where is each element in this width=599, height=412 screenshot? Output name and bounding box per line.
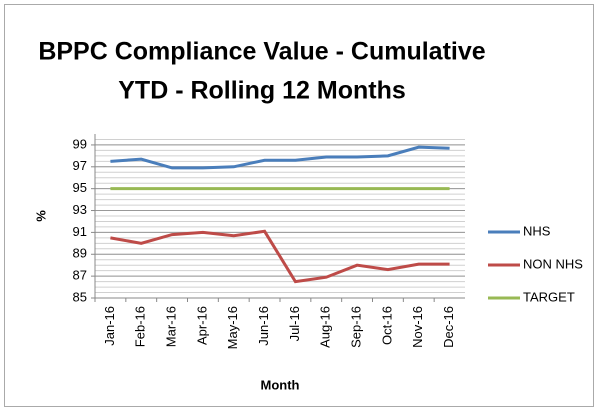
x-tick-label: Jun-16 bbox=[256, 306, 271, 346]
y-tick-label: 93 bbox=[73, 202, 87, 217]
x-tick-label: May-16 bbox=[225, 306, 240, 349]
y-tick-label: 89 bbox=[73, 246, 87, 261]
y-tick-label: 85 bbox=[73, 289, 87, 304]
legend-label: TARGET bbox=[523, 289, 575, 304]
y-tick-label: 95 bbox=[73, 180, 87, 195]
y-tick-label: 91 bbox=[73, 224, 87, 239]
x-tick-label: Jan-16 bbox=[102, 306, 117, 346]
chart-title: BPPC Compliance Value - Cumulative bbox=[38, 38, 485, 66]
x-tick-label: Jul-16 bbox=[287, 306, 302, 341]
series-line bbox=[110, 229, 450, 284]
x-tick-label: Mar-16 bbox=[164, 306, 179, 347]
y-tick-label: 87 bbox=[73, 268, 87, 283]
y-tick-label: 97 bbox=[73, 158, 87, 173]
x-tick-label: Nov-16 bbox=[410, 306, 425, 348]
legend-label: NON NHS bbox=[523, 256, 583, 271]
x-tick-label: Apr-16 bbox=[194, 306, 209, 345]
series-line bbox=[110, 145, 450, 170]
x-tick-label: Aug-16 bbox=[318, 306, 333, 348]
x-axis-label: Month bbox=[261, 377, 300, 392]
x-tick-label: Feb-16 bbox=[133, 306, 148, 347]
y-tick-label: 99 bbox=[73, 136, 87, 151]
chart-title: YTD - Rolling 12 Months bbox=[118, 77, 406, 105]
x-tick-label: Sep-16 bbox=[349, 306, 364, 348]
y-axis-label: % bbox=[33, 210, 48, 222]
x-tick-label: Oct-16 bbox=[379, 306, 394, 345]
legend-label: NHS bbox=[523, 223, 551, 238]
x-tick-label: Dec-16 bbox=[441, 306, 456, 348]
